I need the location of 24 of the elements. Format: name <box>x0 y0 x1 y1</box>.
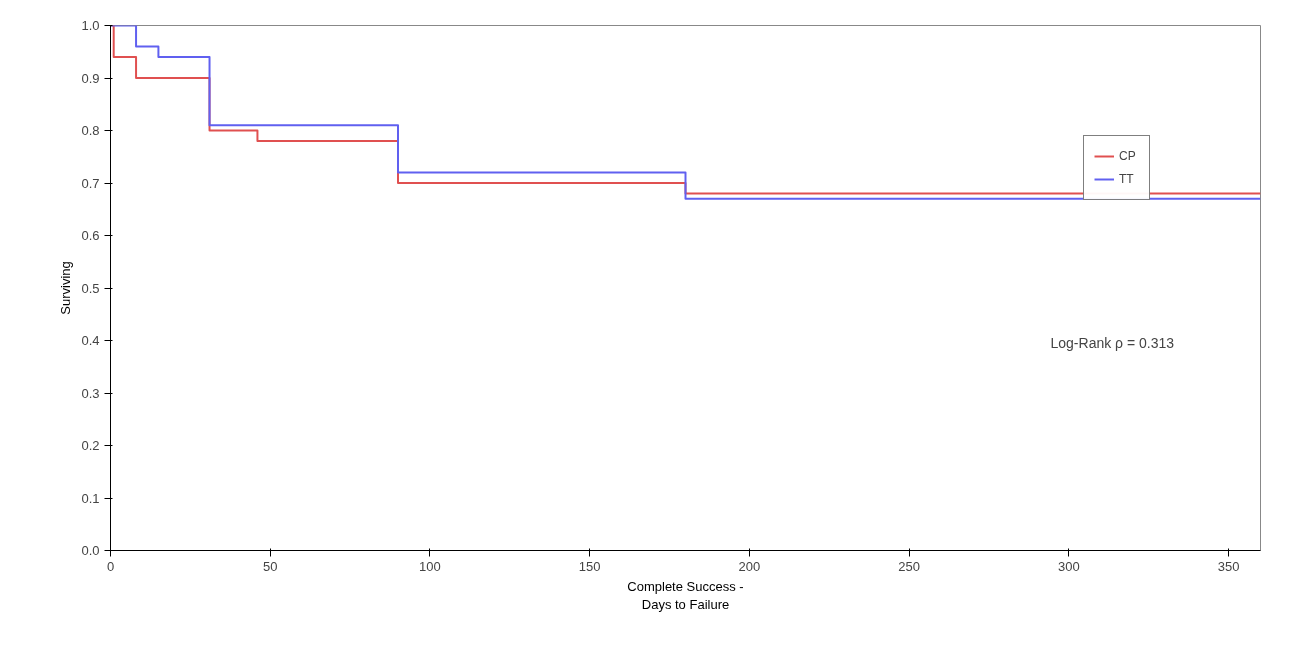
y-tick-label: 0.0 <box>81 543 100 558</box>
x-tick-label: 150 <box>578 558 601 574</box>
x-tick-label: 50 <box>262 558 278 574</box>
y-tick-label: 0.2 <box>81 438 100 453</box>
x-tick-label: 0 <box>106 558 115 574</box>
y-tick-label: 0.3 <box>81 385 100 401</box>
y-tick-label: 0.1 <box>81 490 100 506</box>
legend-label: CP <box>1119 149 1137 163</box>
y-axis-title: Surviving <box>58 261 74 315</box>
y-tick-label: 0.8 <box>81 123 100 138</box>
x-tick-label: 250 <box>898 558 920 574</box>
x-tick-label: 350 <box>1217 558 1240 574</box>
x-tick-label: 200 <box>738 558 761 574</box>
annotation: Log-Rank ρ = 0.313 <box>1050 334 1175 351</box>
legend-label: TT <box>1119 172 1135 186</box>
y-tick-label: 0.5 <box>81 280 100 296</box>
x-tick-label: 300 <box>1057 558 1080 574</box>
x-tick-label: 100 <box>419 558 441 574</box>
y-tick-label: 0.6 <box>81 228 100 243</box>
y-tick-label: 0.7 <box>81 175 100 191</box>
x-axis-title: Complete Success - Days to Failure <box>627 578 744 612</box>
y-tick-label: 0.4 <box>81 333 100 348</box>
y-tick-label: 0.9 <box>81 70 100 86</box>
y-tick-label: 1.0 <box>81 18 100 33</box>
